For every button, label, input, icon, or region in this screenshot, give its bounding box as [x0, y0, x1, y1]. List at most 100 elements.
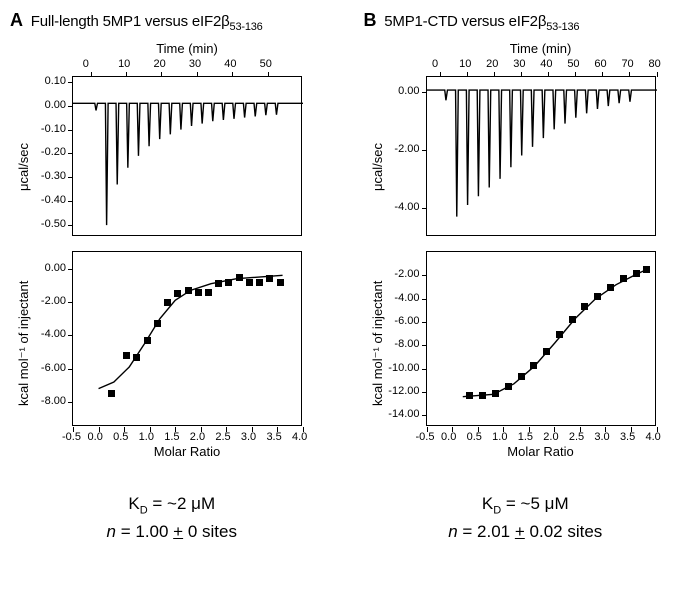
data-point	[215, 280, 222, 287]
tick-label: 2.5	[569, 431, 584, 443]
tick-label: -0.10	[41, 123, 66, 135]
panel-a: A Full-length 5MP1 versus eIF2β53-136 Ti…	[10, 10, 334, 544]
data-point	[505, 383, 512, 390]
tick-label: 4.0	[646, 431, 661, 443]
tick-label: -0.30	[41, 170, 66, 182]
data-point	[633, 270, 640, 277]
tick-label: -0.20	[41, 146, 66, 158]
tick-label: 80	[649, 58, 661, 70]
panel-b-chart: Time (min)μcal/seckcal mol⁻¹ of injectan…	[364, 41, 674, 461]
tick-label: 50	[260, 58, 272, 70]
data-point	[607, 284, 614, 291]
tick-label: -0.5	[62, 431, 81, 443]
tick-label: -2.00	[41, 295, 66, 307]
thermogram-plot	[426, 76, 656, 236]
tick-label: 70	[621, 58, 633, 70]
tick-label: 40	[540, 58, 552, 70]
molar-ratio-label: Molar Ratio	[426, 444, 656, 459]
panel-b-title: B 5MP1-CTD versus eIF2β53-136	[364, 10, 688, 33]
n-val-b: = 2.01	[458, 522, 515, 541]
panels-container: A Full-length 5MP1 versus eIF2β53-136 Ti…	[0, 0, 697, 544]
data-point	[479, 392, 486, 399]
data-point	[225, 279, 232, 286]
panel-a-title: A Full-length 5MP1 versus eIF2β53-136	[10, 10, 334, 33]
data-point	[643, 266, 650, 273]
tick-label: 20	[486, 58, 498, 70]
kd-val-b: = ~5 μM	[501, 494, 568, 513]
panel-b-letter: B	[364, 10, 377, 30]
tick-label: 3.0	[594, 431, 609, 443]
tick-label: -4.00	[394, 292, 419, 304]
data-point	[133, 354, 140, 361]
panel-a-title-text: Full-length 5MP1 versus eIF2β	[31, 13, 230, 30]
kd-d: D	[140, 504, 148, 516]
tick-label: -8.00	[394, 338, 419, 350]
ucal-axis-label: μcal/sec	[370, 143, 385, 191]
tick-label: -14.00	[388, 408, 419, 420]
thermogram-plot	[72, 76, 302, 236]
molar-ratio-label: Molar Ratio	[72, 444, 302, 459]
tick-label: 1.5	[518, 431, 533, 443]
tick-label: -2.00	[394, 268, 419, 280]
tick-label: 40	[224, 58, 236, 70]
tick-label: -0.50	[41, 218, 66, 230]
tick-label: -10.00	[388, 362, 419, 374]
n-val: = 1.00	[116, 522, 173, 541]
panel-a-title-sub: 53-136	[230, 21, 263, 33]
panel-b: B 5MP1-CTD versus eIF2β53-136 Time (min)…	[364, 10, 688, 544]
n-pm: +	[173, 522, 183, 541]
data-point	[144, 337, 151, 344]
tick-label: 0	[83, 58, 89, 70]
isotherm-plot	[426, 251, 656, 426]
tick-label: -6.00	[41, 362, 66, 374]
tick-label: -4.00	[394, 201, 419, 213]
n-pm-b: +	[515, 522, 525, 541]
kd-d-b: D	[493, 504, 501, 516]
time-axis-label: Time (min)	[426, 41, 656, 56]
tick-label: 10	[459, 58, 471, 70]
tick-label: -4.00	[41, 328, 66, 340]
data-point	[246, 279, 253, 286]
panel-a-chart: Time (min) μcal/sec kcal mol⁻¹ of injectan…	[10, 41, 320, 461]
isotherm-plot	[72, 251, 302, 426]
kd-k: K	[128, 494, 139, 513]
tick-label: 1.5	[164, 431, 179, 443]
data-point	[277, 279, 284, 286]
tick-label: 20	[153, 58, 165, 70]
data-point	[266, 275, 273, 282]
data-point	[581, 303, 588, 310]
kd-val: = ~2 μM	[148, 494, 215, 513]
tick-label: 10	[118, 58, 130, 70]
data-point	[620, 275, 627, 282]
tick-label: -8.00	[41, 395, 66, 407]
data-point	[569, 316, 576, 323]
tick-label: 0.0	[441, 431, 456, 443]
panel-b-n: n = 2.01 + 0.02 sites	[364, 519, 688, 545]
tick-label: -0.40	[41, 194, 66, 206]
tick-label: 30	[189, 58, 201, 70]
data-point	[154, 320, 161, 327]
tick-label: 2.5	[215, 431, 230, 443]
data-point	[123, 352, 130, 359]
panel-b-title-text: 5MP1-CTD versus eIF2β	[384, 13, 546, 30]
data-point	[174, 290, 181, 297]
panel-b-kd: KD = ~5 μM	[364, 491, 688, 519]
data-point	[164, 299, 171, 306]
tick-label: 0.00	[398, 85, 419, 97]
thermogram-svg	[73, 77, 303, 237]
kd-k-b: K	[482, 494, 493, 513]
ucal-axis-label: μcal/sec	[16, 143, 31, 191]
data-point	[594, 293, 601, 300]
tick-label: 0.0	[88, 431, 103, 443]
tick-label: 30	[513, 58, 525, 70]
kcal-axis-label: kcal mol⁻¹ of injectant	[16, 281, 32, 406]
data-point	[108, 390, 115, 397]
time-axis-label: Time (min)	[72, 41, 302, 56]
n-val2-b: 0.02 sites	[525, 522, 603, 541]
data-point	[492, 390, 499, 397]
n-letter-b: n	[448, 522, 457, 541]
n-letter: n	[107, 522, 116, 541]
tick-label: 1.0	[492, 431, 507, 443]
tick-label: 50	[567, 58, 579, 70]
tick-label: 3.5	[620, 431, 635, 443]
